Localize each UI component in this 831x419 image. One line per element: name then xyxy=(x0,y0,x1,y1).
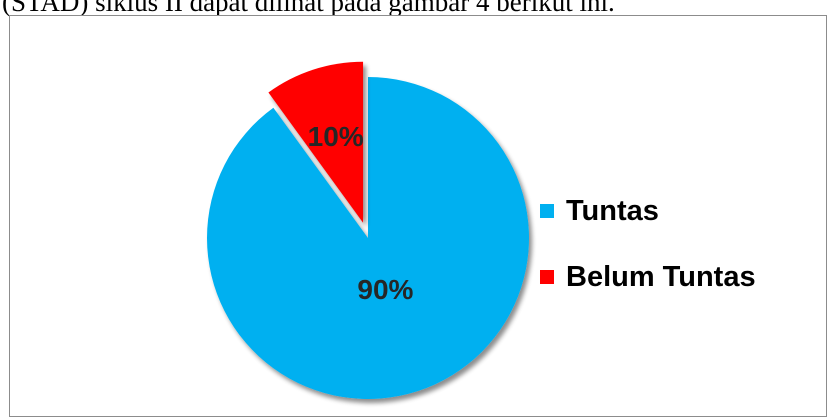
chart-legend: Tuntas Belum Tuntas xyxy=(540,195,756,327)
pie-slice-tuntas xyxy=(206,77,529,400)
legend-item-tuntas: Tuntas xyxy=(540,195,756,227)
legend-swatch-belum-tuntas xyxy=(540,270,554,284)
pie-slice-belum-tuntas xyxy=(268,61,364,223)
legend-label-belum-tuntas: Belum Tuntas xyxy=(566,260,756,293)
legend-swatch-tuntas xyxy=(540,204,554,218)
legend-label-tuntas: Tuntas xyxy=(566,194,659,227)
data-label-belum-tuntas: 10% xyxy=(308,121,364,152)
caption-text: (STAD) siklus II dapat dilihat pada gamb… xyxy=(2,0,615,17)
data-label-tuntas: 90% xyxy=(357,274,413,305)
legend-item-belum-tuntas: Belum Tuntas xyxy=(540,261,756,293)
